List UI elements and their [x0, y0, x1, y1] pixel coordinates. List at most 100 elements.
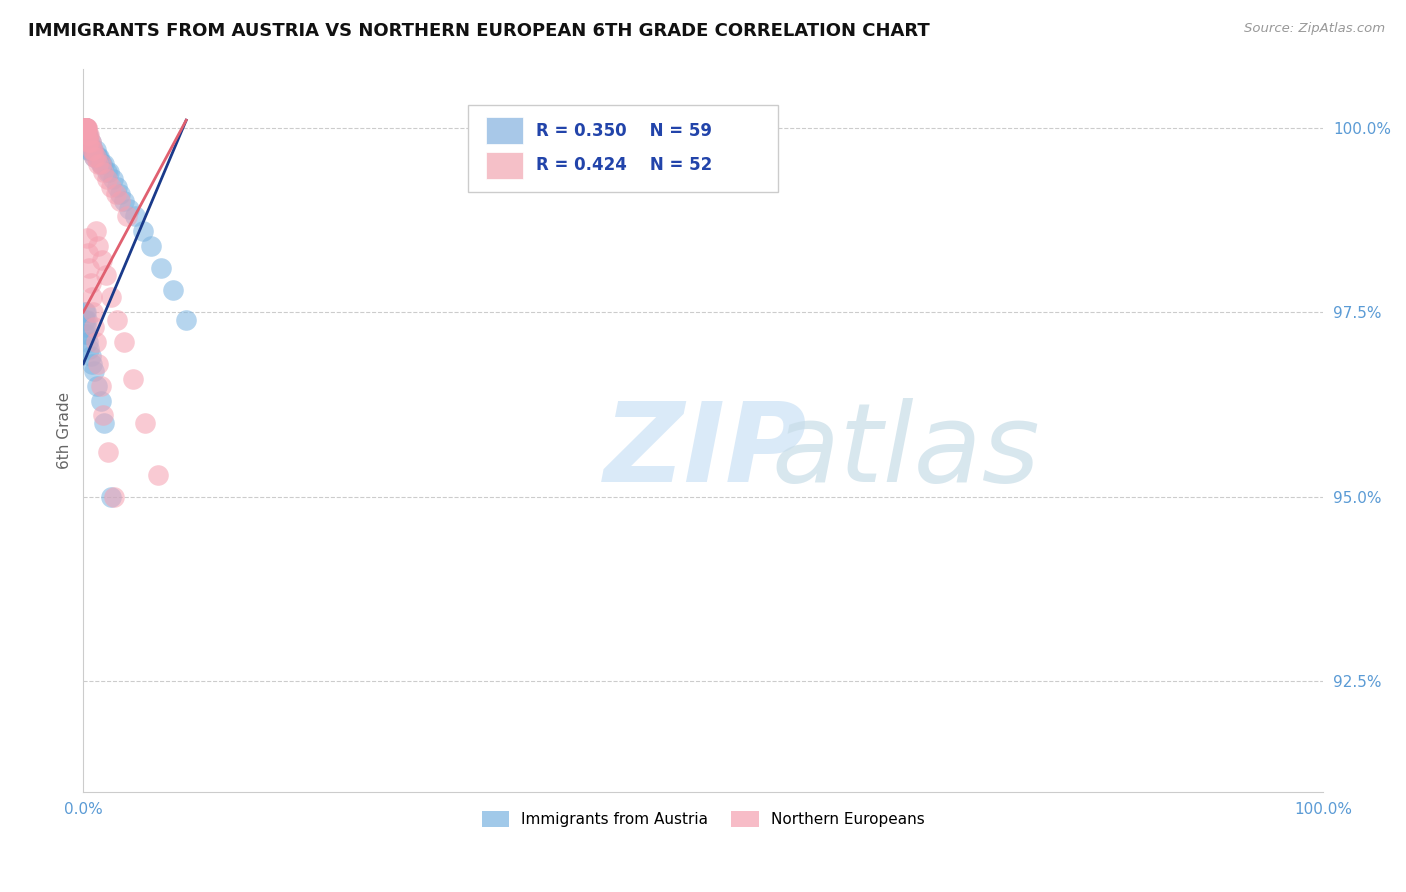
Point — [79, 143, 101, 157]
Point — [80, 350, 103, 364]
Point — [75, 319, 97, 334]
Point — [146, 467, 169, 482]
Point — [80, 143, 103, 157]
Point — [122, 371, 145, 385]
Point — [87, 357, 110, 371]
Point — [110, 194, 132, 209]
Point — [82, 143, 104, 157]
Point — [73, 120, 96, 135]
Point — [90, 157, 112, 171]
Point — [118, 202, 141, 216]
Point — [162, 283, 184, 297]
Point — [76, 128, 98, 142]
Point — [75, 120, 97, 135]
Point — [84, 150, 107, 164]
Point — [84, 143, 107, 157]
Point — [76, 128, 98, 142]
Point — [98, 165, 121, 179]
Point — [100, 179, 122, 194]
Point — [112, 334, 135, 349]
Point — [96, 172, 118, 186]
Point — [115, 209, 138, 223]
Point — [86, 379, 108, 393]
Point — [90, 157, 112, 171]
Point — [84, 334, 107, 349]
Point — [75, 305, 97, 319]
Point — [73, 120, 96, 135]
Point — [75, 120, 97, 135]
Point — [80, 143, 103, 157]
Point — [76, 136, 98, 150]
Point — [75, 128, 97, 142]
Point — [93, 416, 115, 430]
Point — [77, 128, 100, 142]
Point — [76, 120, 98, 135]
Point — [77, 334, 100, 349]
FancyBboxPatch shape — [468, 104, 778, 192]
Point — [80, 357, 103, 371]
Point — [80, 290, 103, 304]
Point — [96, 165, 118, 179]
Point — [75, 120, 97, 135]
Text: Source: ZipAtlas.com: Source: ZipAtlas.com — [1244, 22, 1385, 36]
Point — [112, 194, 135, 209]
Point — [83, 319, 105, 334]
Point — [101, 172, 124, 186]
Point — [132, 224, 155, 238]
Point — [73, 120, 96, 135]
Point — [73, 120, 96, 135]
Point — [76, 327, 98, 342]
Point — [103, 490, 125, 504]
Point — [141, 238, 163, 252]
Point — [75, 120, 97, 135]
Point — [79, 128, 101, 142]
Point — [91, 409, 114, 423]
Point — [100, 290, 122, 304]
Point — [83, 150, 105, 164]
Point — [134, 416, 156, 430]
Point — [174, 312, 197, 326]
Point — [97, 445, 120, 459]
Point — [76, 312, 98, 326]
Point — [73, 120, 96, 135]
Y-axis label: 6th Grade: 6th Grade — [58, 392, 72, 469]
Point — [80, 136, 103, 150]
Point — [73, 305, 96, 319]
Point — [76, 231, 98, 245]
Point — [110, 187, 132, 202]
Point — [80, 276, 103, 290]
Point — [73, 327, 96, 342]
Point — [73, 312, 96, 326]
Point — [73, 120, 96, 135]
FancyBboxPatch shape — [486, 117, 523, 145]
Text: R = 0.424    N = 52: R = 0.424 N = 52 — [536, 156, 711, 175]
Point — [90, 157, 112, 171]
Point — [105, 179, 128, 194]
Point — [79, 260, 101, 275]
Point — [90, 379, 112, 393]
Point — [75, 120, 97, 135]
Point — [75, 120, 97, 135]
Point — [73, 120, 96, 135]
Legend: Immigrants from Austria, Northern Europeans: Immigrants from Austria, Northern Europe… — [474, 804, 932, 835]
Point — [91, 165, 114, 179]
Point — [100, 490, 122, 504]
Point — [86, 150, 108, 164]
Point — [93, 157, 115, 171]
Point — [82, 305, 104, 319]
Text: ZIP: ZIP — [605, 399, 807, 506]
Point — [87, 157, 110, 171]
Point — [80, 136, 103, 150]
Point — [77, 136, 100, 150]
Point — [77, 128, 100, 142]
Point — [82, 143, 104, 157]
Point — [83, 150, 105, 164]
Point — [79, 136, 101, 150]
Point — [77, 143, 100, 157]
Point — [79, 342, 101, 356]
Point — [84, 224, 107, 238]
Point — [104, 187, 127, 202]
Point — [80, 143, 103, 157]
Point — [87, 150, 110, 164]
Point — [73, 120, 96, 135]
